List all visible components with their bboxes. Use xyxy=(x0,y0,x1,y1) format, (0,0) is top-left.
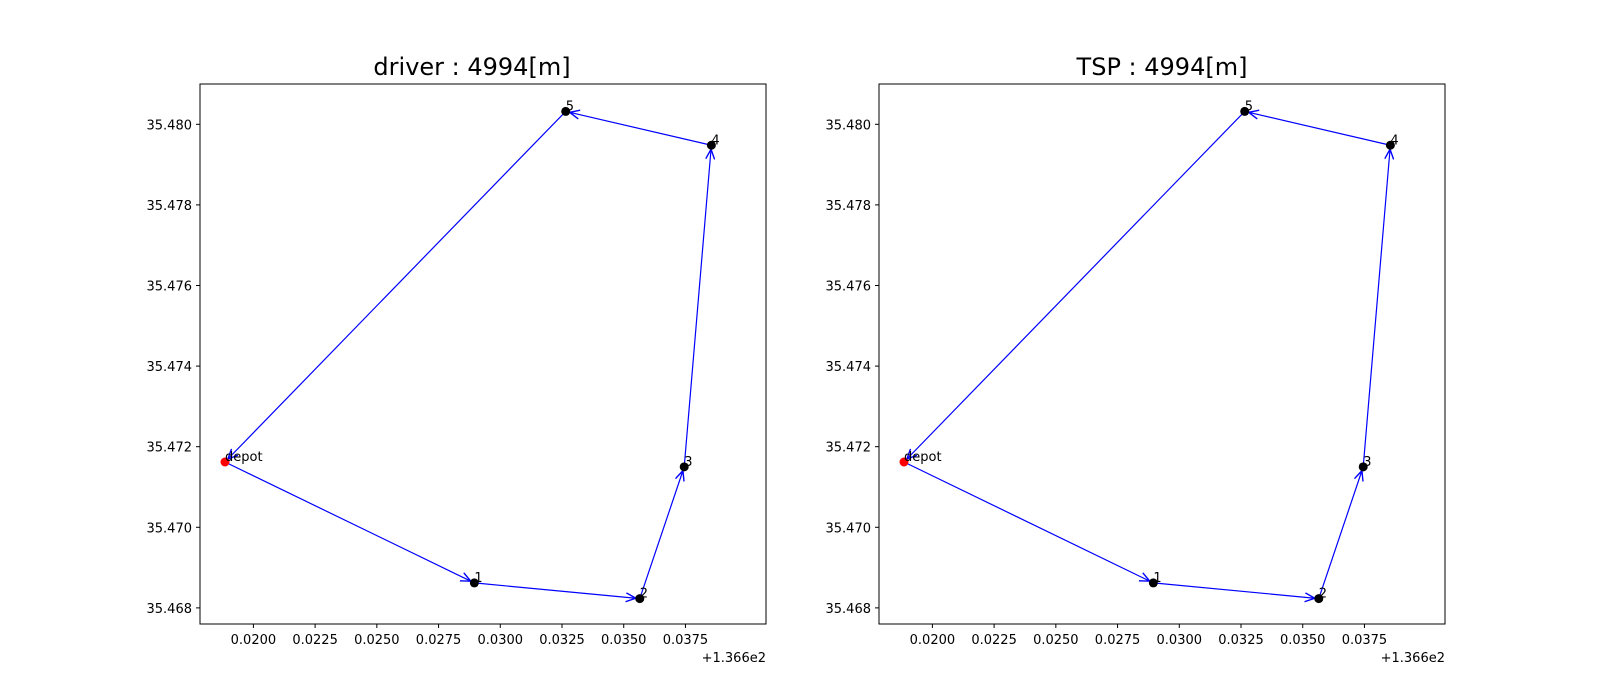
point-label: 4 xyxy=(711,133,719,148)
point-label: 2 xyxy=(1319,587,1327,602)
x-tick-label: 0.0300 xyxy=(478,633,524,648)
chart-title: TSP : 4994[m] xyxy=(1076,53,1248,81)
stop-point xyxy=(679,462,689,472)
route-segment xyxy=(907,110,1246,459)
y-tick-label: 35.478 xyxy=(826,199,872,214)
chart-panel-tsp: TSP : 4994[m] 0.0200 0.0225 0.0250 0.0275 0.… xyxy=(826,53,1446,666)
route-segment xyxy=(1153,582,1314,598)
route-segment xyxy=(228,110,567,459)
stop-point xyxy=(1148,578,1158,588)
x-tick-label: 0.0275 xyxy=(416,633,462,648)
y-tick-label: 35.472 xyxy=(826,441,872,456)
depot-point xyxy=(220,457,230,467)
point-label: depot xyxy=(904,450,942,465)
x-tick-label: 0.0325 xyxy=(539,633,585,648)
x-tick-label: 0.0375 xyxy=(1342,633,1388,648)
route-segment xyxy=(1249,112,1391,146)
y-tick-label: 35.474 xyxy=(826,360,872,375)
y-tick-label: 35.470 xyxy=(147,521,193,536)
y-tick-label: 35.474 xyxy=(147,360,193,375)
point-label: 5 xyxy=(1245,99,1253,114)
y-tick-label: 35.468 xyxy=(826,602,872,617)
x-tick-label: 0.0275 xyxy=(1095,633,1141,648)
stop-point xyxy=(561,106,571,116)
route-segment xyxy=(474,582,635,598)
plot-frame xyxy=(878,83,1446,625)
x-offset-label: +1.366e2 xyxy=(702,651,766,666)
y-tick-label: 35.470 xyxy=(826,521,872,536)
plot-frame xyxy=(199,83,767,625)
y-tick-label: 35.480 xyxy=(826,118,872,133)
x-tick-label: 0.0300 xyxy=(1157,633,1203,648)
plot-content: 0.0200 0.0225 0.0250 0.0275 0.0300 0.0325 0.03… xyxy=(826,99,1399,648)
x-tick-label: 0.0375 xyxy=(663,633,709,648)
stop-point xyxy=(469,578,479,588)
route-segment xyxy=(683,149,711,467)
y-tick-label: 35.476 xyxy=(147,279,193,294)
x-tick-label: 0.0200 xyxy=(231,633,277,648)
point-label: depot xyxy=(225,450,263,465)
x-tick-label: 0.0350 xyxy=(1280,633,1326,648)
plot-content: 0.0200 0.0225 0.0250 0.0275 0.0300 0.0325 0.03… xyxy=(147,99,720,648)
chart-title: driver : 4994[m] xyxy=(373,53,570,81)
stop-point xyxy=(1358,462,1368,472)
point-label: 3 xyxy=(1363,455,1371,470)
y-tick-label: 35.472 xyxy=(147,441,193,456)
route-segment xyxy=(903,461,1150,581)
point-label: 1 xyxy=(1153,571,1161,586)
route-segment xyxy=(1362,149,1390,467)
route-segment xyxy=(570,112,712,146)
point-label: 2 xyxy=(640,587,648,602)
y-tick-label: 35.468 xyxy=(147,602,193,617)
x-tick-label: 0.0325 xyxy=(1218,633,1264,648)
stop-point xyxy=(1240,106,1250,116)
x-tick-label: 0.0350 xyxy=(601,633,647,648)
point-label: 5 xyxy=(566,99,574,114)
route-segment xyxy=(1318,471,1362,599)
chart-panel-driver: driver : 4994[m] 0.0200 0.0225 0.0250 0.027… xyxy=(147,53,767,666)
stop-point xyxy=(1385,140,1395,150)
x-tick-label: 0.0225 xyxy=(971,633,1017,648)
point-label: 4 xyxy=(1390,133,1398,148)
stop-point xyxy=(635,594,645,604)
route-segment xyxy=(639,471,683,599)
x-tick-label: 0.0250 xyxy=(354,633,400,648)
stop-point xyxy=(1314,594,1324,604)
x-tick-label: 0.0200 xyxy=(910,633,956,648)
y-tick-label: 35.476 xyxy=(826,279,872,294)
y-tick-label: 35.478 xyxy=(147,199,193,214)
point-label: 1 xyxy=(474,571,482,586)
route-segment xyxy=(224,461,471,581)
x-tick-label: 0.0225 xyxy=(292,633,338,648)
stop-point xyxy=(706,140,716,150)
x-offset-label: +1.366e2 xyxy=(1381,651,1445,666)
x-tick-label: 0.0250 xyxy=(1033,633,1079,648)
y-tick-label: 35.480 xyxy=(147,118,193,133)
depot-point xyxy=(899,457,909,467)
point-label: 3 xyxy=(684,455,692,470)
